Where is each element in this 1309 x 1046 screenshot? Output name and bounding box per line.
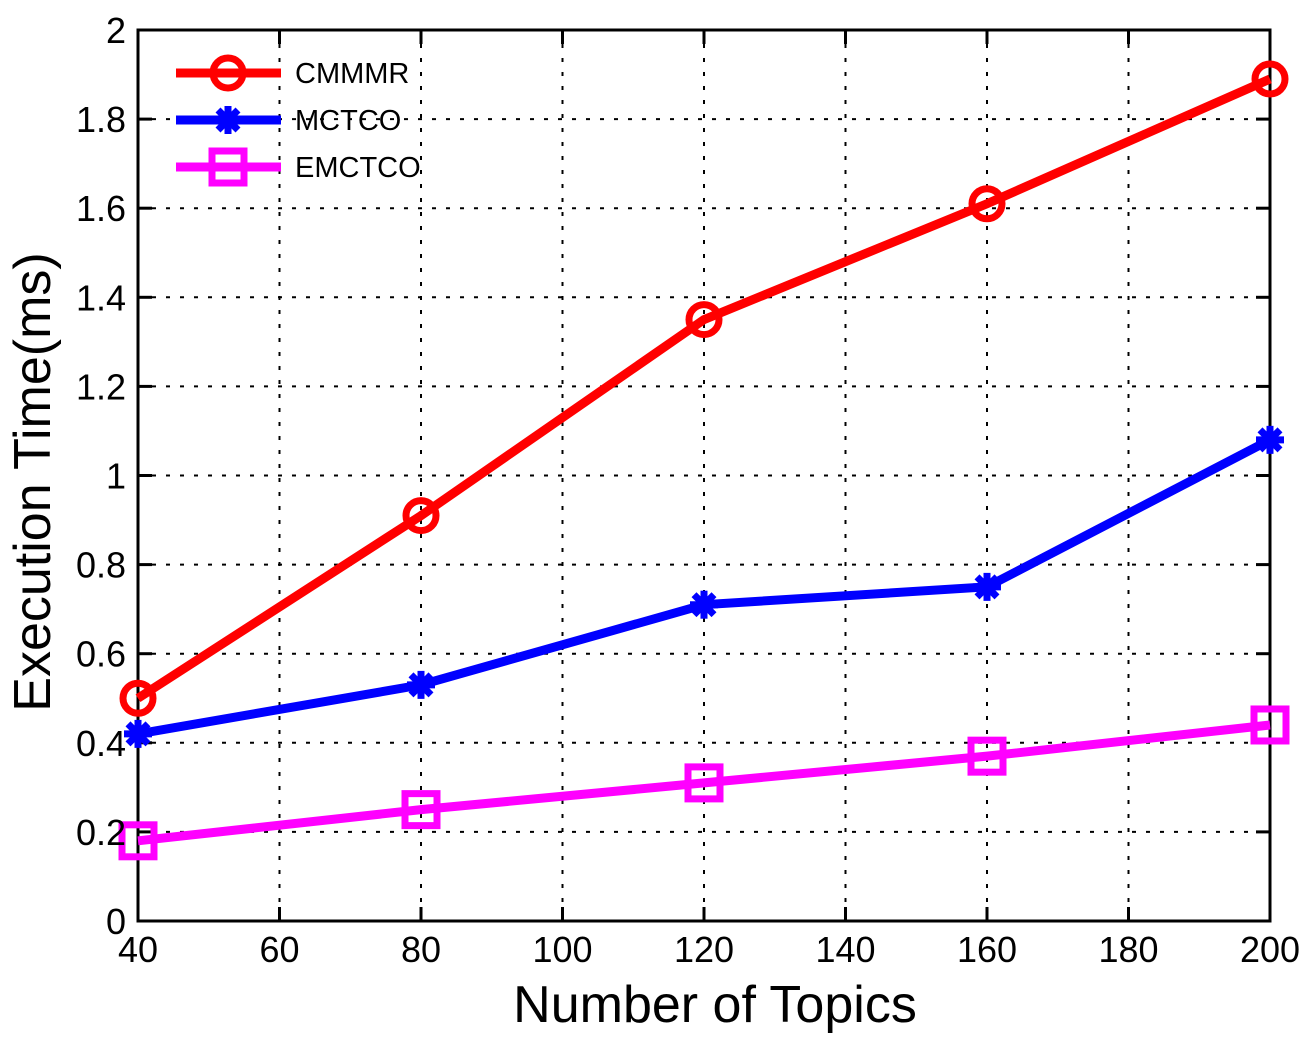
y-tick-label: 0.6 [76,634,126,675]
series-line-emctco [137,720,1271,846]
square-marker [1250,705,1290,745]
asterisk-marker [974,574,1000,600]
asterisk-marker [1257,427,1283,453]
legend-label-cmmmr: CMMMR [295,58,409,90]
y-tick-label: 0.2 [76,812,126,853]
circle-marker [209,54,247,92]
x-tick-label: 40 [118,929,158,970]
asterisk-marker [215,107,241,133]
circle-marker [119,679,157,717]
circle-marker [685,301,723,339]
circle-marker [402,497,440,535]
y-tick-label: 1.4 [76,277,126,318]
circle-marker [968,185,1006,223]
circle-marker [1251,60,1289,98]
y-tick-label: 1.2 [76,366,126,407]
y-tick-label: 0.8 [76,545,126,586]
y-tick-label: 0 [106,901,126,942]
asterisk-marker [691,592,717,618]
x-tick-label: 80 [401,929,441,970]
square-marker [208,147,248,187]
y-tick-label: 0.4 [76,723,126,764]
square-marker [967,736,1007,776]
series-line-cmmmr [135,74,1272,703]
x-tick-label: 200 [1240,929,1300,970]
x-tick-label: 100 [532,929,592,970]
square-marker [401,790,441,830]
y-tick-label: 2 [106,10,126,51]
y-tick-label: 1.8 [76,99,126,140]
y-axis-label: Execution Time(ms) [4,252,62,711]
square-marker [684,763,724,803]
y-tick-label: 1 [106,456,126,497]
x-tick-label: 140 [815,929,875,970]
x-tick-label: 60 [259,929,299,970]
x-tick-label: 180 [1098,929,1158,970]
x-tick-label: 160 [957,929,1017,970]
square-marker [118,821,158,861]
legend-label-mctco: MCTCO [295,105,401,137]
x-tick-label: 120 [674,929,734,970]
asterisk-marker [125,721,151,747]
asterisk-marker [408,672,434,698]
x-axis-label: Number of Topics [513,976,917,1034]
legend-label-emctco: EMCTCO [295,152,421,184]
y-tick-label: 1.6 [76,188,126,229]
